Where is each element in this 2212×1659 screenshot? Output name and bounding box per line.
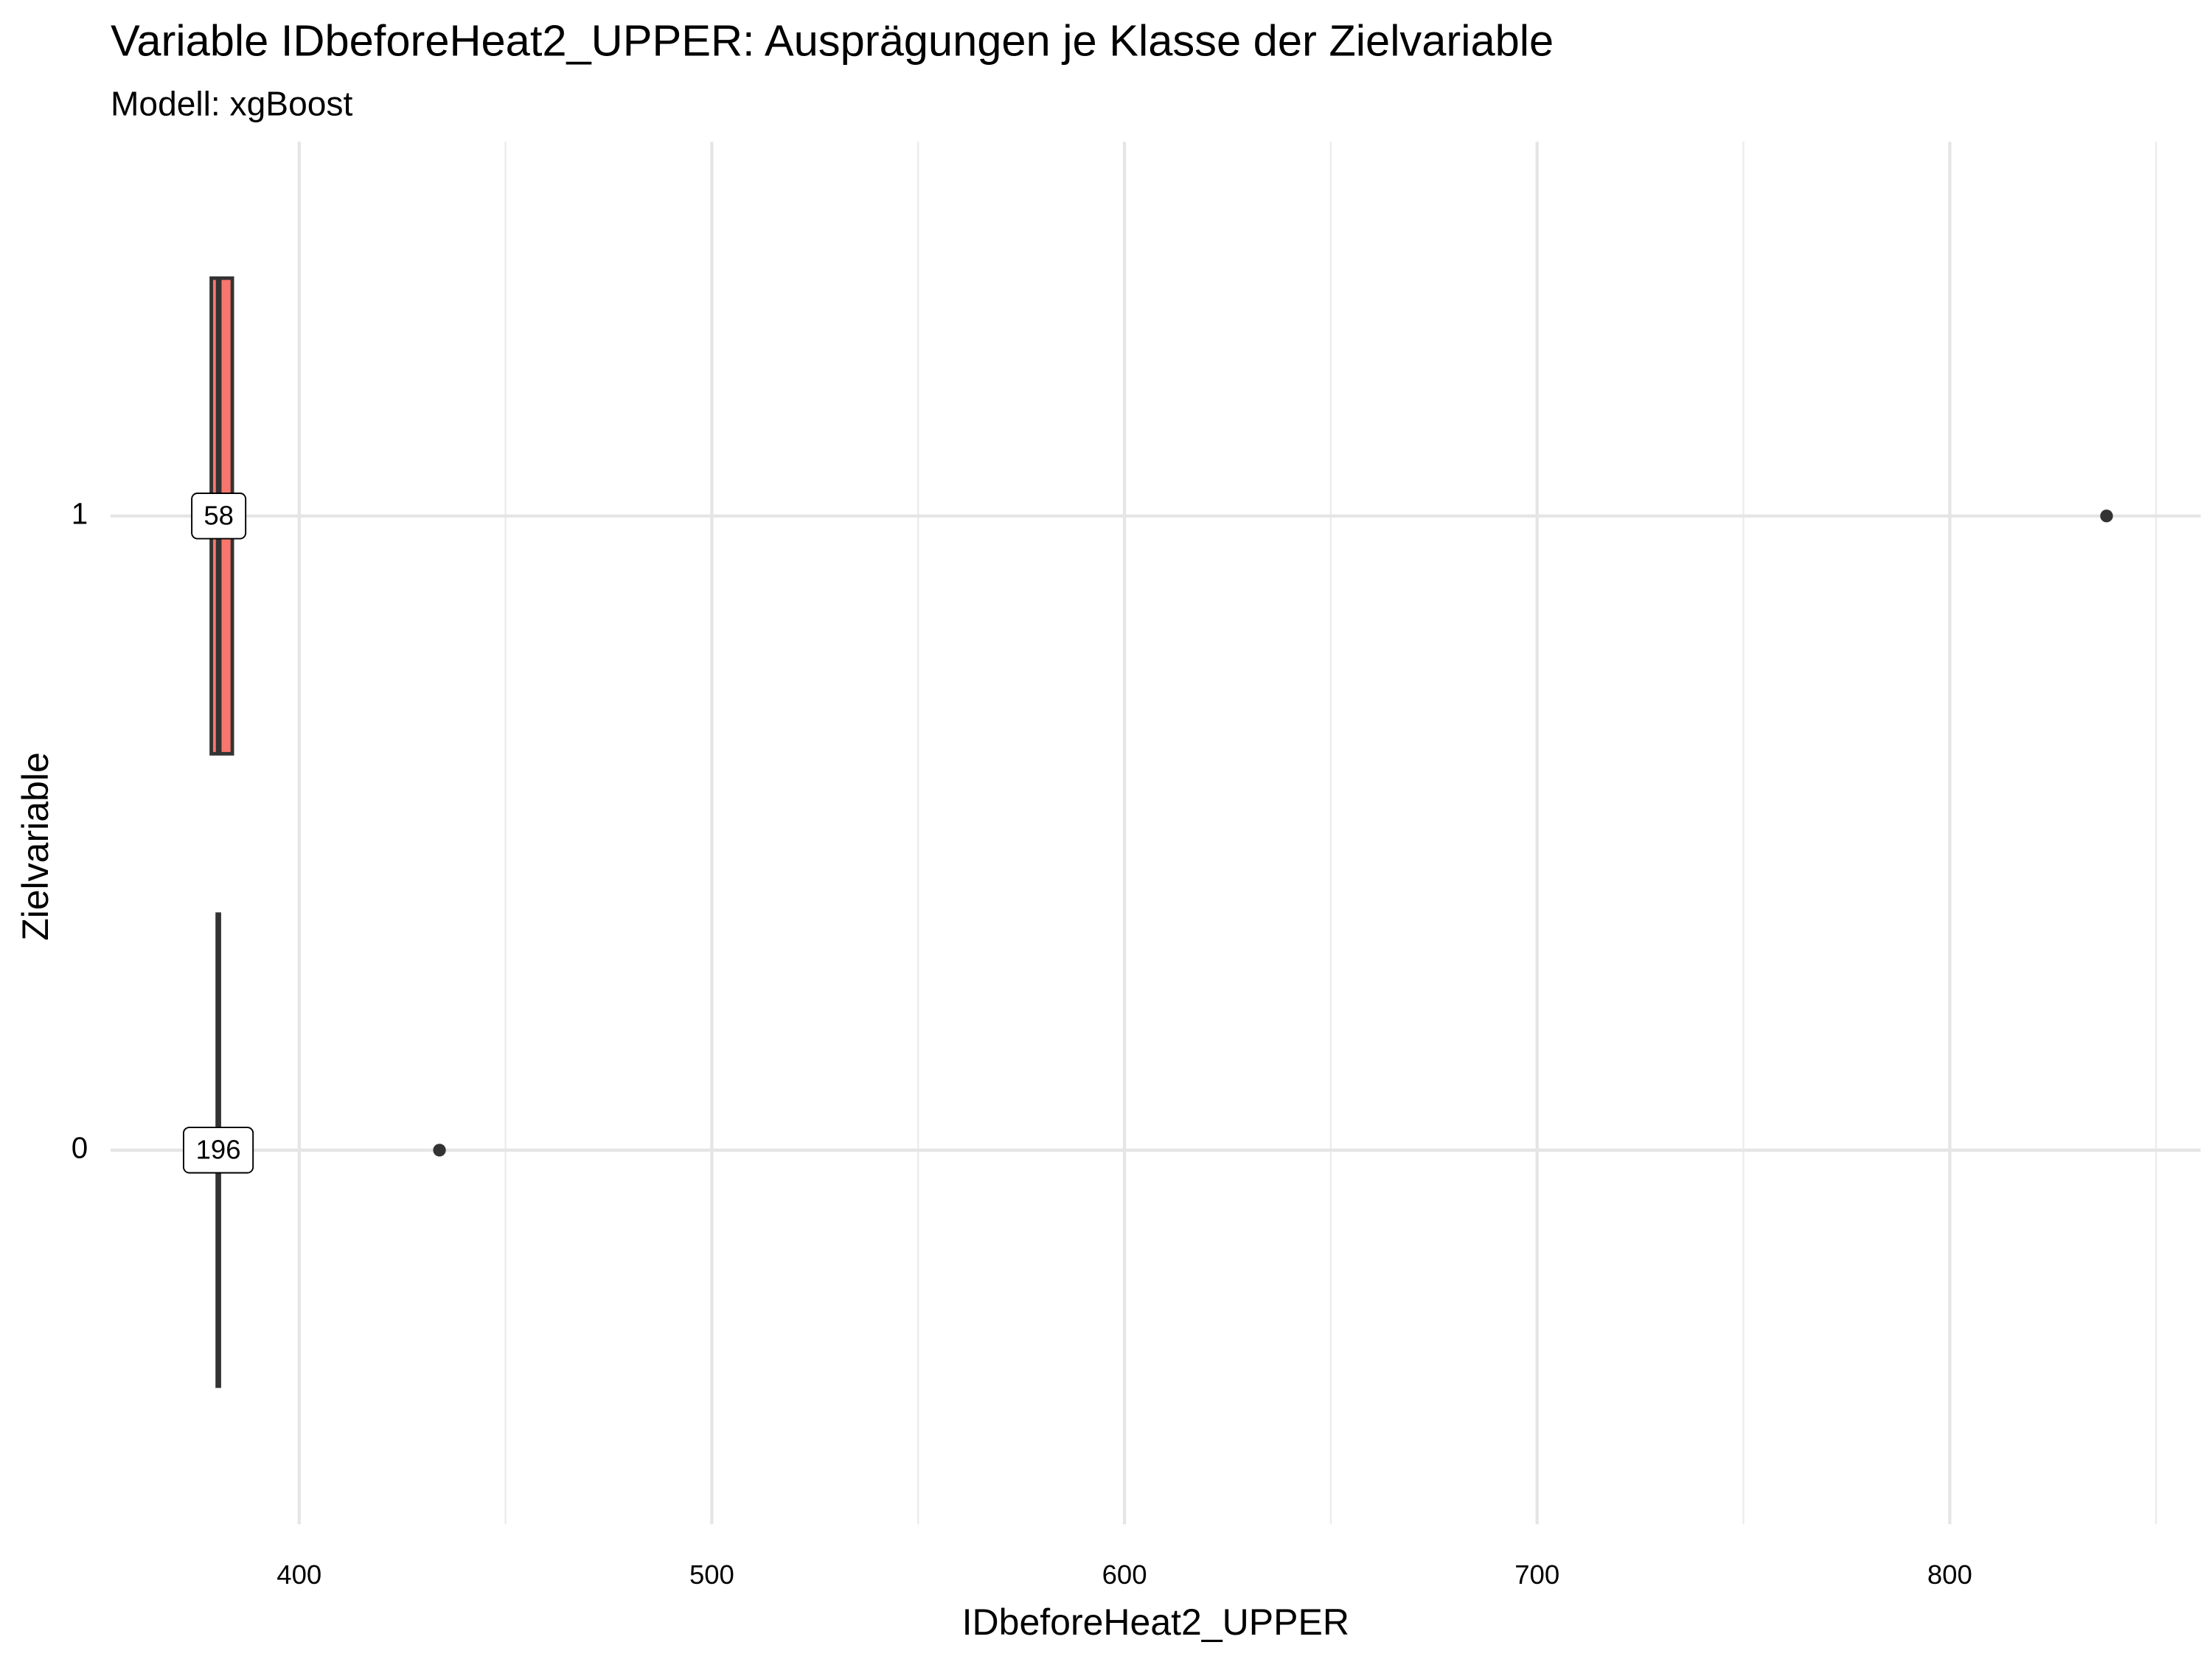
count-label-box: [191, 493, 247, 540]
chart-subtitle: Modell: xgBoost: [111, 84, 352, 122]
y-tick-label: 0: [72, 1131, 88, 1165]
x-tick-label: 700: [1514, 1559, 1559, 1590]
x-axis-label: IDbeforeHeat2_UPPER: [962, 1601, 1349, 1643]
y-tick-label: 1: [72, 496, 88, 530]
count-label: 196: [196, 1134, 241, 1164]
x-tick-label: 500: [689, 1559, 734, 1590]
x-tick-label: 800: [1927, 1559, 1972, 1590]
count-label-box: [182, 1127, 254, 1174]
x-tick-label: 600: [1102, 1559, 1147, 1590]
count-label: 58: [204, 500, 234, 530]
outlier: [433, 1144, 446, 1157]
outlier: [2100, 509, 2113, 523]
y-axis-label: Zielvariable: [15, 752, 56, 941]
x-tick-label: 400: [276, 1559, 321, 1590]
chart-title: Variable IDbeforeHeat2_UPPER: Ausprägung…: [111, 15, 1554, 65]
